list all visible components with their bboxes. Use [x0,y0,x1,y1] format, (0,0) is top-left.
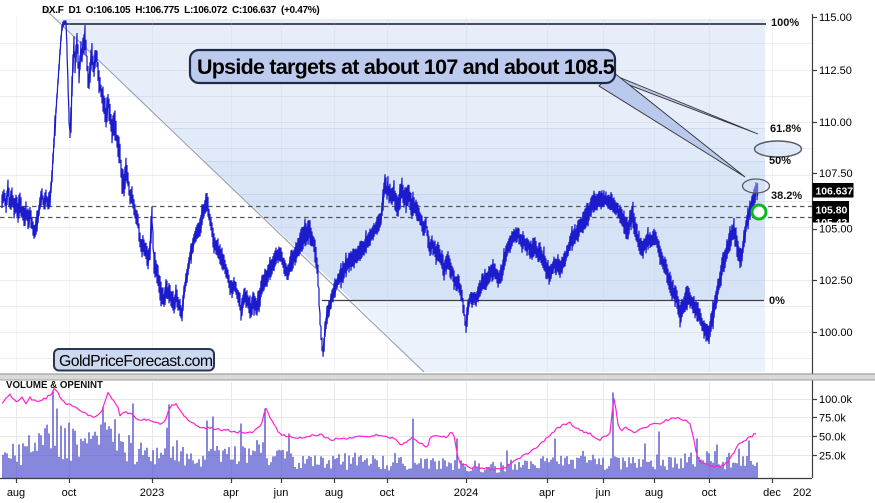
svg-text:2023: 2023 [140,487,164,499]
svg-text:50.0k: 50.0k [819,432,846,444]
svg-text:oct: oct [62,487,77,499]
svg-text:100%: 100% [771,17,799,29]
svg-text:aug: aug [7,487,25,499]
svg-text:106.637: 106.637 [816,187,854,198]
svg-text:100.00: 100.00 [819,327,853,339]
svg-text:VOLUME & OPENINT: VOLUME & OPENINT [6,380,103,391]
svg-text:112.50: 112.50 [819,65,852,77]
svg-text:0%: 0% [769,295,785,307]
svg-text:jun: jun [595,487,611,499]
svg-text:50%: 50% [769,155,791,167]
svg-text:Upside targets at about 107 an: Upside targets at about 107 and about 10… [197,55,615,79]
svg-text:105.43: 105.43 [816,218,848,229]
svg-text:DX.F D1 O:106.105 H:106.775: DX.F D1 O:106.105 H:106.775 L:106.072 C:… [42,5,319,16]
svg-text:oct: oct [702,487,717,499]
svg-text:102.50: 102.50 [819,275,853,287]
svg-text:apr: apr [539,487,555,499]
svg-text:75.0k: 75.0k [819,413,846,425]
svg-text:aug: aug [325,487,343,499]
svg-text:105.80: 105.80 [816,206,848,217]
svg-text:107.50: 107.50 [819,168,853,180]
svg-text:jun: jun [273,487,289,499]
svg-text:GoldPriceForecast.com: GoldPriceForecast.com [59,353,213,370]
svg-text:25.0k: 25.0k [819,451,846,463]
svg-text:100.0k: 100.0k [819,394,853,406]
svg-text:202: 202 [793,487,811,499]
svg-text:61.8%: 61.8% [770,123,801,135]
svg-text:apr: apr [223,487,239,499]
svg-text:dec: dec [763,487,781,499]
svg-text:aug: aug [645,487,663,499]
svg-text:oct: oct [380,487,395,499]
svg-text:38.2%: 38.2% [771,190,802,202]
svg-text:115.00: 115.00 [819,12,852,24]
svg-text:110.00: 110.00 [819,117,852,129]
svg-text:105.00: 105.00 [819,224,853,236]
svg-text:2024: 2024 [454,487,478,499]
